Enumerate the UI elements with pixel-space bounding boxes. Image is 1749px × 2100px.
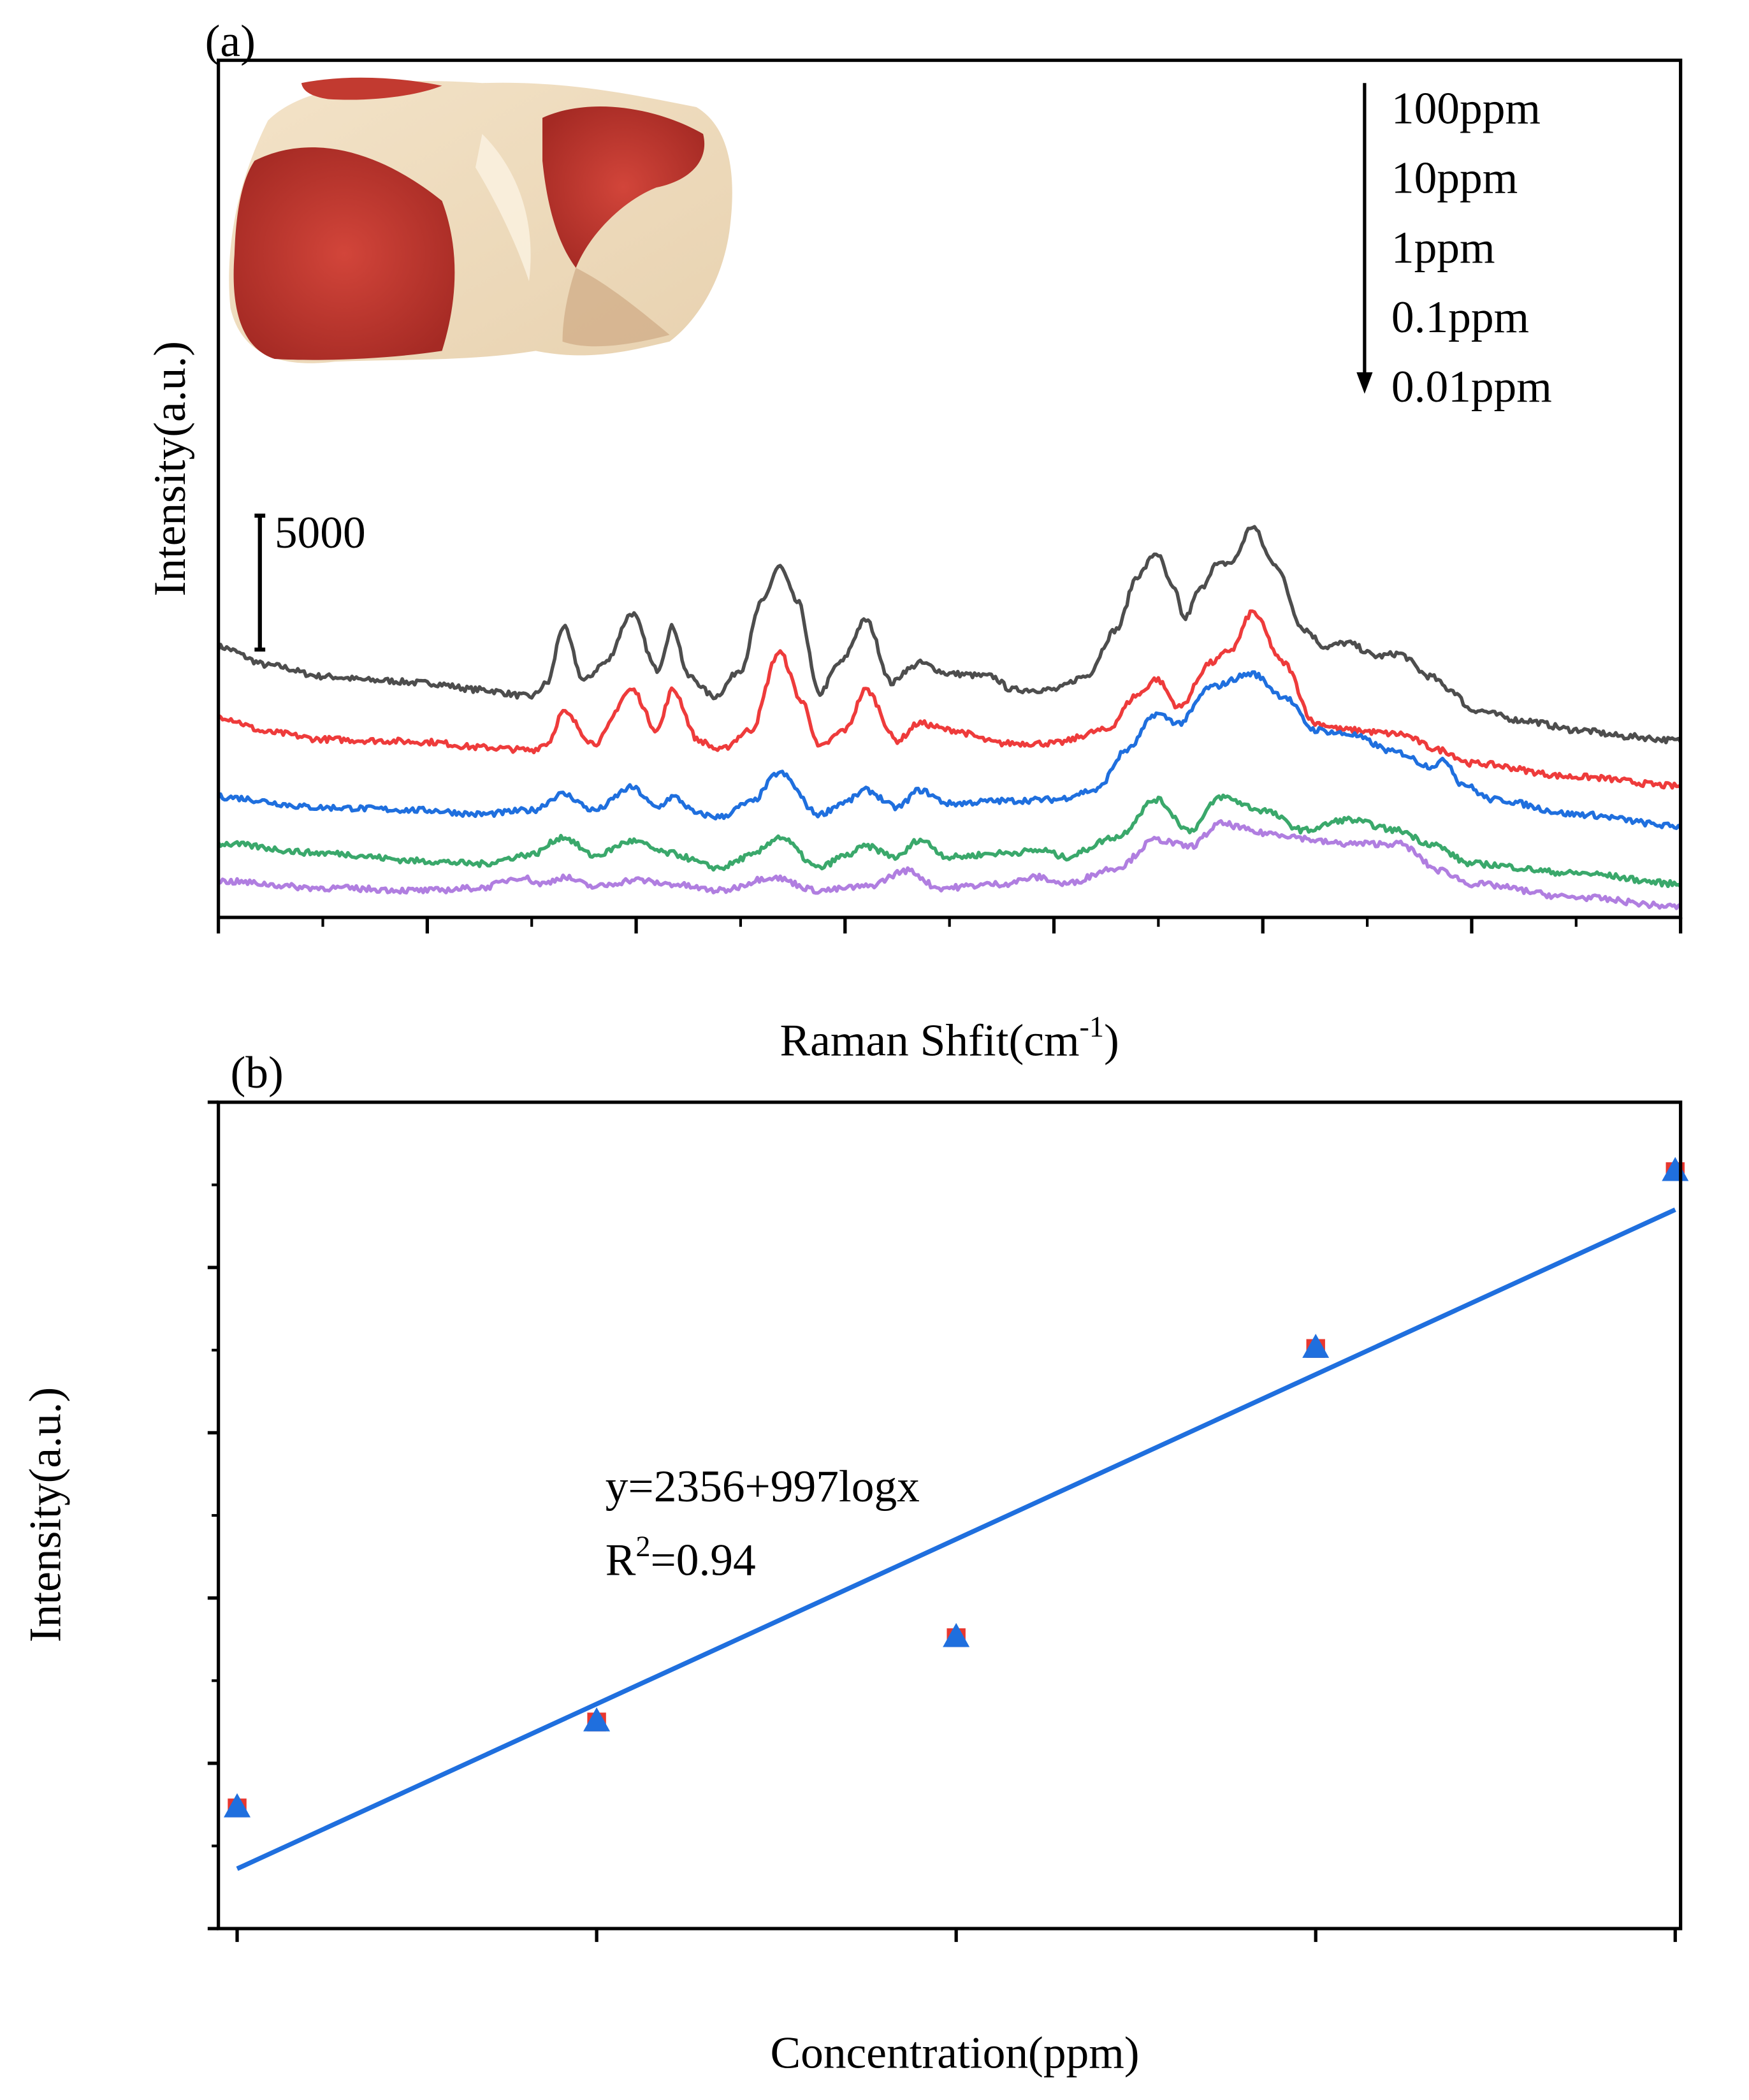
data-points bbox=[224, 1156, 1689, 1818]
arrow-down-icon bbox=[1356, 372, 1373, 394]
legend-entry: 1ppm bbox=[1391, 222, 1495, 273]
spectrum-line-1ppm bbox=[217, 670, 1682, 831]
x-axis-title-sup: -1 bbox=[1080, 1010, 1105, 1043]
r-squared: R2=0.94 bbox=[606, 1530, 756, 1585]
data-point-triangle bbox=[1302, 1334, 1330, 1358]
panel-b: (b) y=2356+997logx R2=0.94 Intensity(a.u… bbox=[20, 1047, 1689, 2078]
axes-b bbox=[207, 1100, 1677, 1943]
panel-a-label: (a) bbox=[205, 16, 256, 66]
spectrum-line-100ppm bbox=[217, 525, 1682, 745]
fit-line-group bbox=[236, 1207, 1676, 1871]
r-squared-prefix: R bbox=[606, 1535, 636, 1586]
scale-bar-label: 5000 bbox=[275, 507, 366, 558]
x-axis-title-main: Raman Shfit(cm bbox=[780, 1015, 1080, 1065]
legend-entry: 100ppm bbox=[1391, 83, 1541, 133]
legend-entry: 0.1ppm bbox=[1391, 292, 1529, 342]
scale-bar: 5000 bbox=[254, 507, 366, 652]
legend-entry: 0.01ppm bbox=[1391, 361, 1552, 412]
spectra-series bbox=[217, 525, 1682, 910]
data-point-triangle bbox=[224, 1793, 251, 1818]
plot-frame-b bbox=[216, 1100, 1683, 1930]
y-axis-title-a: Intensity(a.u.) bbox=[145, 341, 195, 597]
beef-sample-photo bbox=[229, 77, 732, 363]
legend-entry: 10ppm bbox=[1391, 153, 1518, 203]
y-axis-title-b: Intensity(a.u.) bbox=[20, 1387, 71, 1643]
spectrum-line-0_01ppm bbox=[217, 819, 1681, 910]
legend: 100ppm 10ppm 1ppm 0.1ppm 0.01ppm bbox=[1356, 83, 1552, 412]
fit-line bbox=[236, 1207, 1676, 1871]
fit-equation: y=2356+997logx bbox=[606, 1461, 920, 1512]
x-axis-title-b: Concentration(ppm) bbox=[771, 2028, 1140, 2078]
r-squared-value: =0.94 bbox=[650, 1535, 755, 1586]
x-axis-a bbox=[216, 917, 1683, 934]
panel-a: (a) 100ppm bbox=[145, 16, 1683, 1065]
x-axis-title-a: Raman Shfit(cm-1) bbox=[780, 1010, 1119, 1065]
spectrum-line-0_1ppm bbox=[217, 793, 1682, 889]
data-point-triangle bbox=[583, 1707, 611, 1732]
r-squared-sup: 2 bbox=[635, 1530, 650, 1563]
x-axis-title-close: ) bbox=[1104, 1015, 1119, 1065]
data-point-triangle bbox=[943, 1622, 970, 1647]
spectrum-line-10ppm bbox=[217, 609, 1681, 790]
panel-b-label: (b) bbox=[231, 1047, 284, 1098]
